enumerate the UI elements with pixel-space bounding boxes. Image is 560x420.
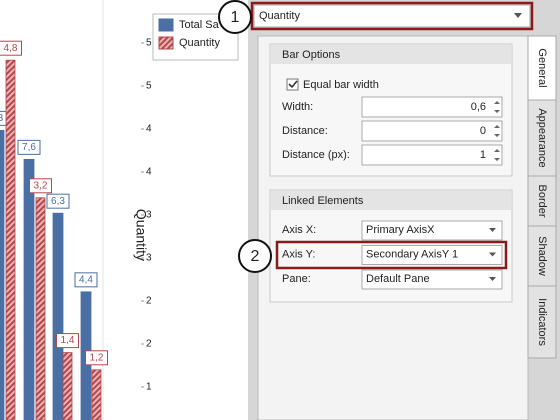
callout-number: 2 (251, 248, 260, 265)
value-label-box (56, 333, 79, 349)
checkbox[interactable] (286, 78, 299, 91)
bar (5, 59, 16, 420)
value-label: 1,2 (90, 352, 104, 363)
value-label: 7,6 (22, 142, 36, 153)
tab[interactable] (527, 285, 557, 359)
spin-buttons (494, 101, 500, 113)
legend: Total Sa Quantity (152, 13, 239, 61)
value-label: 4,8 (4, 43, 18, 54)
field-label: Axis Y: (282, 248, 315, 260)
bar (35, 197, 46, 420)
bar (91, 369, 102, 420)
group-title: Linked Elements (282, 195, 364, 207)
combo-value: Secondary AxisY 1 (366, 248, 458, 260)
legend-swatch (158, 36, 174, 50)
combo[interactable] (361, 220, 503, 241)
value-label: 4,4 (79, 274, 93, 285)
tab-label: General (536, 48, 548, 87)
bar (23, 158, 35, 420)
y-tick-label: 4 (146, 167, 152, 178)
spin-value: 1 (480, 149, 486, 161)
callout (238, 239, 272, 273)
legend-label: Total Sa (179, 19, 220, 31)
callout (218, 0, 252, 34)
y-tick-label: 2 (146, 339, 152, 350)
bar (0, 129, 5, 420)
spin-value: 0 (480, 125, 486, 137)
tab[interactable] (527, 99, 557, 177)
y-tick-label: 2 (146, 296, 152, 307)
legend-swatch (158, 18, 174, 32)
field-label: Pane: (282, 273, 311, 285)
combo[interactable] (361, 269, 503, 290)
value-label-box (29, 178, 52, 194)
y-tick-label: 1 (146, 382, 152, 393)
spin-input[interactable] (361, 120, 503, 142)
field-label: Distance (px): (282, 149, 350, 161)
combo-value: Primary AxisX (366, 224, 435, 236)
callout-number: 1 (231, 9, 240, 26)
checkbox-label: Equal bar width (303, 79, 379, 91)
bar (52, 212, 64, 420)
value-label-box (74, 272, 98, 288)
highlight (275, 240, 508, 270)
tab-label: Indicators (536, 298, 548, 346)
spin-buttons (494, 149, 500, 161)
tab[interactable] (527, 175, 557, 227)
tab-label: Shadow (536, 236, 548, 276)
value-label-box (17, 139, 41, 155)
field-label: Width: (282, 101, 313, 113)
highlight (250, 1, 534, 31)
legend-label: Quantity (179, 37, 220, 49)
value-label-box (0, 40, 22, 56)
combo-value: Quantity (259, 10, 300, 22)
tab-label: Appearance (536, 108, 548, 167)
combo[interactable] (361, 245, 503, 265)
group-header (271, 191, 511, 210)
y-tick-label: 4 (146, 124, 152, 135)
value-label: 6,3 (51, 196, 65, 207)
chart: 5 5 4 4 3 3 2 2 1 ,3 7,6 6,3 4,4 4,8 3,2 1,4 1,2 (0, 38, 152, 420)
dropdown-arrow (514, 13, 522, 18)
group-header (271, 45, 511, 64)
y-tick-label: 5 (146, 38, 152, 49)
value-label-box (46, 193, 70, 209)
value-label: ,3 (0, 113, 4, 124)
tab-label: Border (536, 184, 548, 217)
dropdown-arrow (489, 277, 496, 281)
y-tick-label: 3 (146, 253, 152, 264)
dropdown-arrow (489, 228, 496, 232)
axis-title: Quantity (133, 209, 149, 261)
y-tick-label: 3 (146, 210, 152, 221)
spin-input[interactable] (361, 144, 503, 166)
spin-value: 0,6 (471, 101, 486, 113)
series-combo[interactable] (253, 4, 531, 28)
spin-input[interactable] (361, 96, 503, 118)
tab[interactable] (527, 35, 557, 101)
field-label: Axis X: (282, 224, 316, 236)
field-label: Distance: (282, 125, 328, 137)
tab[interactable] (527, 225, 557, 287)
dropdown-arrow (489, 252, 496, 257)
value-label-box (85, 350, 108, 366)
y-tick-label: 5 (146, 81, 152, 92)
value-label: 1,4 (61, 335, 75, 346)
group-title: Bar Options (282, 49, 341, 61)
bar (62, 352, 73, 420)
check (288, 80, 298, 89)
spin-buttons (494, 125, 500, 137)
value-label: 3,2 (34, 180, 48, 191)
combo-value: Default Pane (366, 273, 430, 285)
